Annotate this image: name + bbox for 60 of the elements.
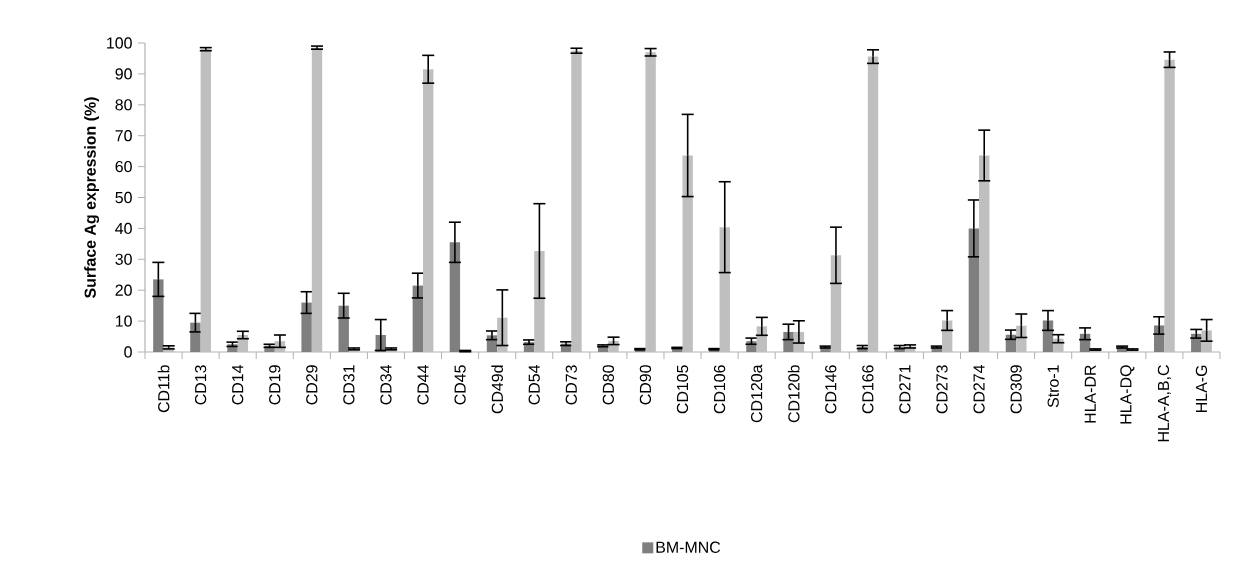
bar: [830, 255, 842, 352]
x-tick-label: CD11b: [157, 365, 170, 413]
x-tick-label: CD44: [417, 365, 429, 405]
x-tick-label: CD54: [528, 365, 540, 405]
bar: [311, 47, 323, 352]
y-tick-label: 100: [107, 37, 132, 49]
x-tick-label: CD146: [825, 365, 837, 414]
x-tick-label: CD13: [194, 365, 207, 405]
x-tick-label: CD271: [899, 365, 911, 414]
x-tick-label: CD80: [602, 365, 614, 405]
bar: [783, 331, 794, 352]
x-tick-label: CD274: [973, 365, 985, 414]
bar: [190, 322, 201, 352]
x-tick-label: CD31: [343, 365, 355, 405]
x-tick-label: CD309: [1010, 365, 1022, 414]
bar: [968, 228, 980, 352]
bar: [979, 155, 990, 352]
x-tick-label: CD120a: [750, 364, 763, 423]
x-tick-label: CD29: [306, 365, 318, 405]
y-axis-title: Surface Ag expression (%): [84, 97, 100, 299]
y-tick-label: 60: [115, 160, 132, 173]
x-tick-label: CD90: [639, 365, 652, 405]
y-tick-label: 50: [115, 191, 132, 204]
bar: [153, 279, 164, 352]
bar: [412, 285, 424, 352]
x-tick-label: HLA-A,B,C: [1157, 365, 1171, 442]
y-tick-label: 0: [124, 346, 132, 358]
y-tick-label: 90: [115, 68, 132, 80]
bar: [534, 250, 545, 352]
x-tick-label: CD73: [565, 365, 577, 405]
y-tick-label: 10: [115, 315, 132, 327]
bar: [867, 56, 879, 352]
x-tick-label: CD105: [676, 365, 689, 414]
x-tick-label: CD34: [380, 365, 392, 405]
bar: [682, 155, 693, 352]
y-tick-label: 20: [115, 284, 132, 296]
y-tick-label: 30: [115, 253, 132, 265]
x-tick-label: CD14: [232, 365, 244, 405]
x-tick-label: HLA-DR: [1084, 365, 1096, 423]
x-tick-label: CD273: [936, 365, 948, 414]
y-tick-label: 70: [115, 130, 132, 142]
x-tick-label: CD106: [713, 365, 726, 414]
x-tick-label: CD166: [862, 365, 874, 414]
bar: [1164, 59, 1175, 352]
bar: [200, 49, 211, 352]
y-tick-label: 80: [115, 99, 132, 111]
x-tick-label: CD49d: [491, 365, 504, 414]
x-tick-label: CD120b: [787, 365, 800, 423]
bar: [449, 242, 461, 352]
x-tick-label: HLA-G: [1195, 365, 1208, 412]
x-tick-label: Stro-1: [1047, 365, 1059, 408]
legend-label: BM-MNC: [656, 541, 721, 553]
y-tick-label: 40: [115, 222, 132, 235]
bar: [423, 69, 434, 352]
x-tick-label: HLA-DQ: [1120, 365, 1135, 424]
bar: [301, 302, 312, 352]
x-tick-label: CD19: [269, 365, 281, 405]
x-tick-label: CD45: [454, 365, 466, 405]
bar: [645, 52, 656, 352]
bar: [571, 50, 582, 352]
